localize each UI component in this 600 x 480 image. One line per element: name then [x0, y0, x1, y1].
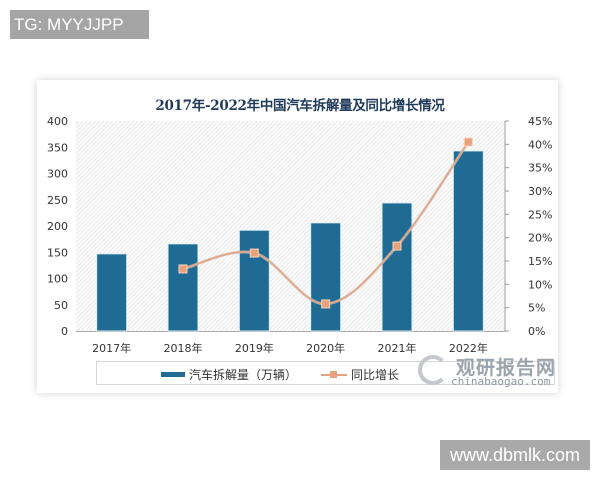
y-right-tick: 5%	[528, 302, 545, 315]
watermark-top-left: TG: MYYJJPP	[10, 10, 149, 39]
bar-2018年	[167, 243, 199, 332]
legend-item-bar: 汽车拆解量（万辆）	[161, 366, 297, 383]
line-marker	[321, 299, 331, 309]
chinabaogao-logo: 观研报告网 chinabaogao.com	[418, 353, 558, 393]
y-left-tick: 50	[54, 299, 68, 312]
y-right-tick: 20%	[528, 232, 552, 245]
bar-2021年	[381, 202, 413, 332]
y-right-tick: 25%	[528, 208, 552, 221]
line-marker	[463, 137, 473, 147]
y-right-tick: 10%	[528, 278, 552, 291]
y-left-tick: 150	[47, 246, 68, 259]
y-left-tick: 300	[47, 168, 68, 181]
x-tick: 2022年	[449, 341, 488, 355]
watermark-bottom-right: www.dbmlk.com	[440, 440, 590, 470]
legend-label-bar: 汽车拆解量（万辆）	[189, 368, 298, 382]
y-right-tick: 35%	[528, 162, 552, 175]
y-right-tick: 15%	[528, 255, 552, 268]
y-right-tick: 40%	[528, 138, 552, 151]
legend-label-line: 同比增长	[351, 368, 400, 382]
y-right-tick: 30%	[528, 185, 552, 198]
bar-2020年	[310, 222, 342, 332]
logo-cn-text: 观研报告网	[456, 357, 557, 379]
chart-legend: 汽车拆解量（万辆） 同比增长	[96, 361, 555, 385]
x-tick: 2019年	[235, 341, 274, 355]
y-right-tick: 45%	[528, 115, 552, 128]
plot-area	[76, 121, 504, 331]
line-marker	[249, 248, 259, 258]
x-tick: 2017年	[92, 341, 131, 355]
logo-swirl-icon	[418, 355, 448, 385]
y-left-tick: 200	[47, 220, 68, 233]
bar-swatch-icon	[161, 372, 185, 377]
y-left-tick: 0	[61, 325, 68, 338]
y-left-tick: 250	[47, 194, 68, 207]
x-tick: 2020年	[306, 341, 345, 355]
y-left-tick: 400	[47, 115, 68, 128]
y-right-tick: 0%	[528, 325, 545, 338]
line-marker	[392, 241, 402, 251]
chart-title: 2017年-2022年中国汽车拆解量及同比增长情况	[155, 98, 445, 114]
bar-2019年	[238, 229, 270, 332]
x-tick: 2021年	[378, 341, 417, 355]
legend-item-line: 同比增长	[321, 366, 399, 383]
line-marker	[178, 264, 188, 274]
y-left-tick: 100	[47, 273, 68, 286]
bar-2017年	[96, 253, 128, 332]
x-tick: 2018年	[164, 341, 203, 355]
y-left-tick: 350	[47, 141, 68, 154]
logo-en-text: chinabaogao.com	[451, 375, 551, 388]
bar-2022年	[452, 150, 484, 332]
line-marker-icon	[321, 370, 347, 378]
